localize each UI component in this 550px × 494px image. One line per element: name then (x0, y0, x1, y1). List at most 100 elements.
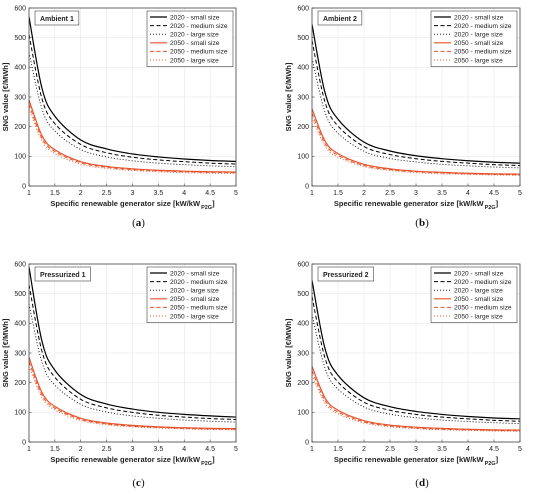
series-line-2050-small-size (29, 357, 236, 430)
legend-entry: 2050 - large size (170, 57, 219, 64)
x-axis-label-close: ] (496, 455, 499, 464)
x-tick-label: 4 (466, 190, 470, 197)
chart-title-box (34, 266, 91, 282)
chart-title-box (317, 266, 374, 282)
x-tick-label: 5 (518, 446, 522, 453)
series-line-2020-small-size (312, 280, 520, 420)
y-tick-label: 300 (14, 350, 26, 357)
x-tick-label: 4.5 (489, 190, 499, 197)
y-tick-label: 600 (14, 5, 26, 12)
y-tick-label: 600 (297, 261, 309, 268)
legend-entry: 2020 - medium size (454, 279, 512, 286)
y-tick-label: 400 (297, 321, 309, 328)
x-tick-label: 1.5 (50, 190, 60, 197)
x-tick-label: 4.5 (489, 446, 499, 453)
legend-entry: 2050 - medium size (170, 49, 228, 56)
legend-entry: 2050 - medium size (170, 305, 228, 312)
series-line-2050-small-size (29, 99, 236, 173)
y-tick-label: 400 (297, 65, 309, 72)
series-line-2020-medium-size (312, 296, 520, 422)
y-tick-label: 400 (14, 321, 26, 328)
legend-box (430, 10, 518, 67)
chart-panel-ambient-2: 1 1.5 2 2.5 3 3.5 4 4.5 5 0 100 200 300 400 500 600 Spec… (284, 5, 522, 229)
caption-open: ( (415, 217, 419, 229)
y-axis-label: SNG value [€/MWh] (1, 318, 10, 387)
legend-entry: 2020 - large size (454, 288, 503, 295)
chart-panel-pressurized-2: 1 1.5 2 2.5 3 3.5 4 4.5 5 0 100 200 300 400 500 600 Spec… (284, 261, 522, 489)
y-tick-label: 400 (14, 65, 26, 72)
legend-box (146, 266, 234, 323)
caption-letter: b (419, 217, 425, 229)
legend-entry: 2020 - small size (454, 14, 504, 21)
x-axis-label: Specific renewable generator size [kW/kW… (50, 199, 215, 211)
caption-close: ) (425, 217, 429, 229)
legend-entry: 2050 - small size (170, 296, 220, 303)
x-axis-label: Specific renewable generator size [kW/kW… (50, 455, 215, 467)
legend-entry: 2050 - small size (170, 40, 220, 47)
legend-entry: 2020 - medium size (170, 23, 228, 30)
caption-open: ( (132, 477, 136, 489)
y-tick-label: 200 (14, 124, 26, 131)
legend-box (146, 10, 234, 67)
legend-entry: 2050 - medium size (454, 305, 512, 312)
legend-entry: 2020 - small size (454, 270, 504, 277)
series-line-2020-large-size (29, 52, 236, 168)
x-tick-label: 4 (466, 446, 470, 453)
y-tick-label: 500 (14, 35, 26, 42)
legend-box (430, 266, 518, 323)
y-tick-label: 200 (297, 380, 309, 387)
series-line-2050-large-size (29, 108, 236, 174)
x-tick-label: 2 (362, 446, 366, 453)
chart-title: Pressurized 1 (40, 272, 86, 279)
series-line-2020-large-size (312, 314, 520, 425)
x-tick-label: 5 (234, 190, 238, 197)
panel-caption: (a) (132, 217, 145, 229)
caption-close: ) (425, 477, 429, 489)
x-axis-label-main: Specific renewable generator size [kW/kW (50, 455, 201, 464)
x-tick-label: 1 (27, 446, 31, 453)
panel-caption: (c) (132, 477, 145, 489)
legend-entry: 2050 - medium size (454, 49, 512, 56)
y-tick-label: 0 (22, 183, 26, 190)
y-axis-label: SNG value [€/MWh] (1, 62, 10, 131)
caption-letter: a (136, 217, 142, 229)
y-tick-label: 0 (305, 183, 309, 190)
y-tick-label: 300 (297, 350, 309, 357)
x-axis-label-main: Specific renewable generator size [kW/kW (334, 199, 485, 208)
panel-caption: (b) (415, 217, 429, 229)
x-axis-label-subscript: P2G (485, 461, 496, 467)
x-tick-label: 4.5 (205, 190, 215, 197)
x-axis-label-subscript: P2G (201, 461, 212, 467)
chart-panel-pressurized-1: 1 1.5 2 2.5 3 3.5 4 4.5 5 0 100 200 300 400 500 600 Spec… (1, 261, 238, 489)
x-axis-label: Specific renewable generator size [kW/kW… (334, 455, 499, 467)
y-tick-label: 600 (297, 5, 309, 12)
y-tick-label: 500 (297, 35, 309, 42)
series-line-2020-medium-size (29, 34, 236, 165)
y-tick-label: 200 (14, 380, 26, 387)
y-tick-label: 300 (14, 94, 26, 101)
x-tick-label: 5 (234, 446, 238, 453)
x-tick-label: 4 (182, 446, 186, 453)
legend-entry: 2020 - large size (454, 32, 503, 39)
series-line-2020-medium-size (29, 284, 236, 420)
caption-letter: c (136, 477, 141, 489)
x-tick-label: 1.5 (50, 446, 60, 453)
x-axis-label-main: Specific renewable generator size [kW/kW (334, 455, 485, 464)
x-tick-label: 3.5 (154, 446, 164, 453)
legend-entry: 2050 - large size (454, 313, 503, 320)
x-tick-label: 3 (131, 190, 135, 197)
x-tick-label: 4 (182, 190, 186, 197)
y-tick-label: 100 (297, 154, 309, 161)
y-tick-label: 100 (14, 154, 26, 161)
x-tick-label: 2 (79, 190, 83, 197)
series-line-2050-small-size (312, 366, 520, 431)
x-tick-label: 2 (362, 190, 366, 197)
series-line-2050-small-size (312, 108, 520, 175)
series-line-2050-medium-size (312, 113, 520, 176)
y-tick-label: 300 (297, 94, 309, 101)
chart-title-box (34, 10, 80, 26)
y-tick-label: 500 (14, 291, 26, 298)
x-axis-label-subscript: P2G (485, 205, 496, 211)
x-tick-label: 3.5 (437, 446, 447, 453)
